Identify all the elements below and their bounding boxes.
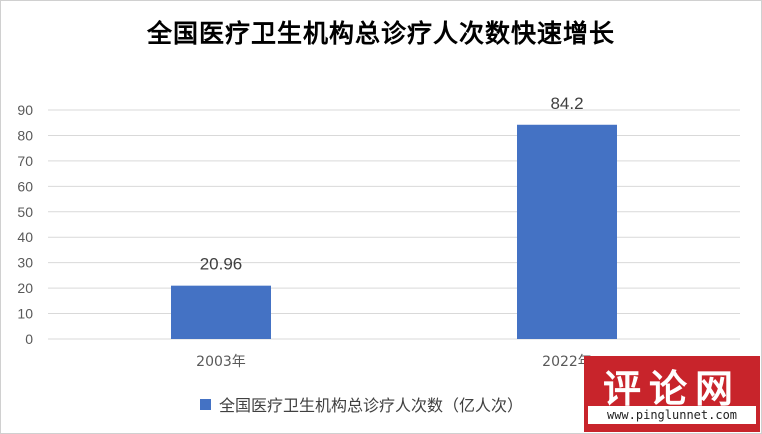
data-label: 84.2 (550, 94, 583, 113)
y-tick-label: 10 (17, 306, 33, 322)
y-tick-label: 40 (17, 229, 33, 245)
legend-label: 全国医疗卫生机构总诊疗人次数（亿人次） (219, 396, 524, 415)
bar (517, 124, 617, 339)
y-tick-label: 30 (17, 255, 33, 271)
data-label: 20.96 (200, 255, 243, 274)
chart-title: 全国医疗卫生机构总诊疗人次数快速增长 (146, 19, 615, 48)
y-tick-label: 20 (17, 280, 33, 296)
legend-swatch (200, 398, 211, 410)
watermark-text: 评论网 (602, 366, 741, 411)
x-tick-label: 2022年 (542, 354, 592, 370)
y-tick-label: 90 (17, 102, 33, 118)
y-tick-label: 0 (25, 331, 33, 347)
watermark-url: www.pinglunnet.com (588, 406, 756, 424)
x-tick-label: 2003年 (196, 354, 246, 370)
bar (171, 285, 271, 339)
y-tick-label: 70 (17, 153, 33, 169)
y-tick-label: 50 (17, 204, 33, 220)
y-tick-label: 60 (17, 178, 33, 194)
legend: 全国医疗卫生机构总诊疗人次数（亿人次） (200, 393, 523, 415)
y-tick-label: 80 (17, 127, 33, 143)
watermark-logo: 评论网 www.pinglunnet.com (584, 356, 760, 432)
